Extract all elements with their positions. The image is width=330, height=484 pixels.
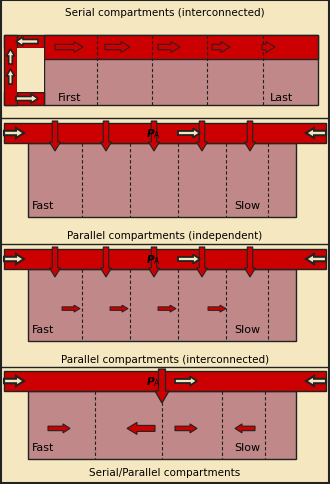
Bar	[4, 93, 44, 106]
Text: P: P	[147, 129, 154, 139]
FancyArrow shape	[105, 43, 130, 53]
FancyArrow shape	[306, 255, 326, 264]
FancyArrow shape	[7, 70, 15, 85]
Bar	[4, 124, 326, 144]
Text: Fast: Fast	[32, 442, 54, 452]
FancyArrow shape	[175, 424, 197, 433]
Bar	[4, 371, 326, 391]
FancyArrow shape	[62, 305, 80, 313]
FancyArrow shape	[306, 376, 326, 386]
FancyArrow shape	[55, 43, 83, 53]
FancyArrow shape	[148, 122, 159, 151]
FancyArrow shape	[4, 376, 24, 386]
FancyArrow shape	[208, 305, 226, 313]
FancyArrow shape	[155, 369, 169, 403]
FancyArrow shape	[4, 129, 24, 139]
FancyArrow shape	[235, 424, 255, 433]
Text: Fast: Fast	[32, 324, 54, 334]
FancyArrow shape	[110, 305, 128, 313]
FancyArrow shape	[245, 122, 255, 151]
FancyArrow shape	[48, 424, 70, 433]
FancyArrow shape	[245, 247, 255, 277]
FancyArrow shape	[16, 95, 38, 104]
FancyArrow shape	[4, 255, 24, 264]
Text: Slow: Slow	[234, 324, 260, 334]
Bar	[4, 36, 44, 49]
Text: Fast: Fast	[32, 200, 54, 211]
Text: Last: Last	[270, 93, 293, 103]
Text: P: P	[147, 255, 154, 264]
FancyArrow shape	[178, 129, 200, 138]
FancyArrow shape	[50, 122, 60, 151]
FancyArrow shape	[262, 43, 275, 53]
Bar	[4, 249, 326, 270]
FancyArrow shape	[101, 122, 112, 151]
Text: Slow: Slow	[234, 442, 260, 452]
Text: Parallel compartments (interconnected): Parallel compartments (interconnected)	[61, 354, 269, 364]
Text: First: First	[58, 93, 82, 103]
Bar	[44, 36, 318, 60]
FancyArrow shape	[101, 247, 112, 277]
Text: Parallel compartments (independent): Parallel compartments (independent)	[67, 230, 263, 241]
Bar	[28, 144, 296, 217]
FancyArrow shape	[178, 255, 200, 264]
FancyArrow shape	[175, 377, 197, 386]
FancyArrow shape	[16, 38, 38, 47]
Text: Slow: Slow	[234, 200, 260, 211]
FancyArrow shape	[148, 247, 159, 277]
Text: A: A	[154, 378, 159, 388]
FancyArrow shape	[50, 247, 60, 277]
FancyArrow shape	[158, 43, 180, 53]
FancyArrow shape	[158, 305, 176, 313]
FancyArrow shape	[7, 50, 15, 65]
FancyArrow shape	[196, 247, 208, 277]
Bar	[44, 36, 318, 106]
Text: A: A	[154, 257, 159, 266]
Text: A: A	[154, 131, 159, 140]
FancyArrow shape	[306, 129, 326, 139]
Bar	[4, 36, 17, 106]
FancyArrow shape	[196, 122, 208, 151]
Text: P: P	[147, 376, 154, 386]
Text: Serial compartments (interconnected): Serial compartments (interconnected)	[65, 8, 265, 18]
Text: Serial/Parallel compartments: Serial/Parallel compartments	[89, 467, 241, 477]
FancyArrow shape	[127, 423, 155, 435]
FancyArrow shape	[212, 43, 230, 53]
Bar	[28, 270, 296, 341]
Bar	[17, 49, 44, 93]
Bar	[28, 391, 296, 459]
